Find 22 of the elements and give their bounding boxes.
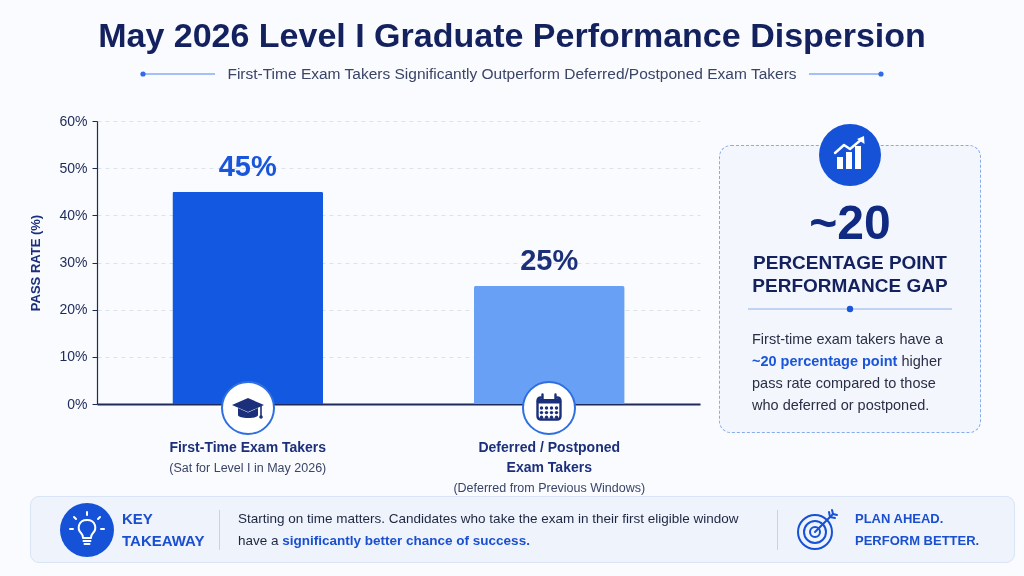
y-tick-label: 40% bbox=[59, 206, 88, 223]
y-tick-label: 10% bbox=[59, 348, 88, 365]
y-tick-label: 20% bbox=[59, 301, 88, 318]
text: PLAN AHEAD. PERFORM BETTER. bbox=[855, 510, 981, 550]
text: First-time exam takers have a ~20 percentage point higher pass rate compared to those who deferred or postponed. bbox=[752, 331, 943, 413]
y-tick-label: 50% bbox=[59, 159, 88, 176]
y-tick-label: 30% bbox=[59, 254, 88, 270]
text: (Deferred from Previous Windows) bbox=[453, 481, 646, 495]
text: KEY TAKEAWAY bbox=[122, 509, 206, 551]
chart-subtitle: First-Time Exam Takers Significantly Outperform Deferred/Postponed Exam Takers bbox=[227, 65, 797, 83]
text: ~20 bbox=[808, 196, 892, 249]
text: PERCENTAGE POINT PERFORMANCE GAP bbox=[751, 251, 949, 297]
text: Starting on time matters. Candidates who take the exam in their first eligible window have a significantly better chance of success. bbox=[238, 511, 739, 548]
y-axis-title: PASS RATE (%) bbox=[28, 214, 44, 312]
x-tick-label: Deferred / Postponed Exam Takers bbox=[478, 438, 621, 475]
x-tick-label: First-Time Exam Takers bbox=[169, 438, 327, 455]
data-label: 45% bbox=[218, 149, 277, 182]
chart-title: May 2026 Level I Graduate Performance Dispersion bbox=[97, 16, 927, 55]
y-tick-label: 0% bbox=[67, 395, 88, 412]
y-tick-label: 60% bbox=[59, 112, 88, 129]
text: (Sat for Level I in May 2026) bbox=[169, 461, 327, 475]
data-label: 25% bbox=[520, 244, 579, 277]
